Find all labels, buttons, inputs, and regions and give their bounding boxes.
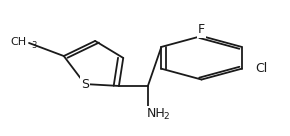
Text: 2: 2: [164, 112, 169, 121]
Text: NH: NH: [146, 107, 165, 120]
Text: 3: 3: [31, 41, 36, 50]
Text: F: F: [198, 23, 205, 36]
Text: S: S: [81, 78, 89, 91]
Text: Cl: Cl: [255, 62, 267, 75]
Text: CH: CH: [10, 37, 26, 47]
